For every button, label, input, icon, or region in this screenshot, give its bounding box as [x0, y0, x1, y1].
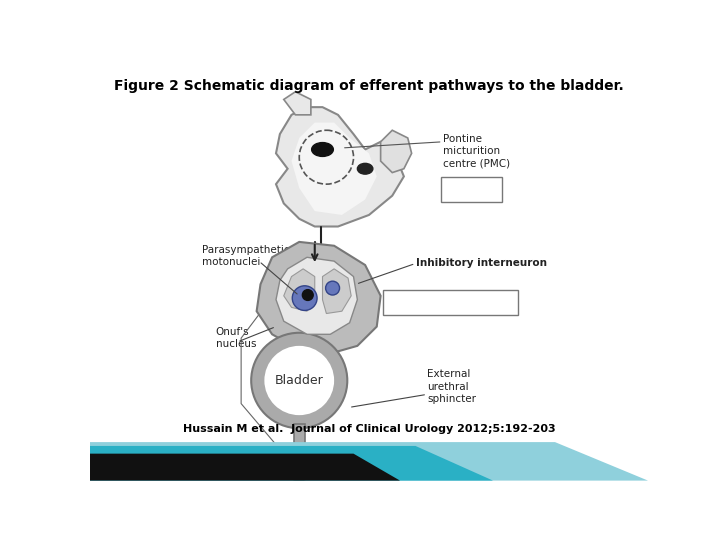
Ellipse shape — [357, 164, 373, 174]
Text: Parasympathetic
motonuclei: Parasympathetic motonuclei — [202, 245, 290, 267]
Text: Hussain M et al.  Journal of Clinical Urology 2012;5:192-203: Hussain M et al. Journal of Clinical Uro… — [183, 424, 555, 434]
Circle shape — [325, 281, 340, 295]
Circle shape — [292, 459, 307, 475]
Text: Figure 2 Schematic diagram of efferent pathways to the bladder.: Figure 2 Schematic diagram of efferent p… — [114, 79, 624, 93]
Circle shape — [264, 346, 334, 415]
Polygon shape — [276, 107, 404, 226]
PathPatch shape — [90, 446, 493, 481]
Polygon shape — [292, 123, 377, 215]
Polygon shape — [323, 269, 351, 314]
Polygon shape — [284, 92, 311, 115]
PathPatch shape — [90, 442, 648, 481]
FancyBboxPatch shape — [441, 177, 503, 202]
Polygon shape — [276, 257, 357, 334]
Text: Inhibitory interneuron: Inhibitory interneuron — [415, 259, 546, 268]
Polygon shape — [284, 269, 315, 311]
Polygon shape — [256, 242, 381, 354]
Bar — [294, 424, 305, 467]
Text: External
urethral
sphincter: External urethral sphincter — [427, 369, 476, 404]
PathPatch shape — [90, 454, 400, 481]
FancyBboxPatch shape — [383, 291, 518, 315]
Text: S2-S4 sacral spinal cord: S2-S4 sacral spinal cord — [387, 298, 513, 308]
Text: Onuf's
nucleus: Onuf's nucleus — [215, 327, 256, 349]
Text: Bladder: Bladder — [275, 374, 323, 387]
Circle shape — [292, 286, 317, 310]
Circle shape — [285, 453, 313, 481]
Circle shape — [251, 333, 347, 428]
Text: Pontine
micturition
centre (PMC): Pontine micturition centre (PMC) — [443, 134, 510, 169]
Text: Pons: Pons — [459, 184, 486, 197]
Ellipse shape — [312, 143, 333, 157]
Text: Copyright © by British Association of Urologi...: Copyright © by British Association of Ur… — [96, 468, 308, 477]
Polygon shape — [381, 130, 412, 173]
Circle shape — [302, 289, 313, 300]
